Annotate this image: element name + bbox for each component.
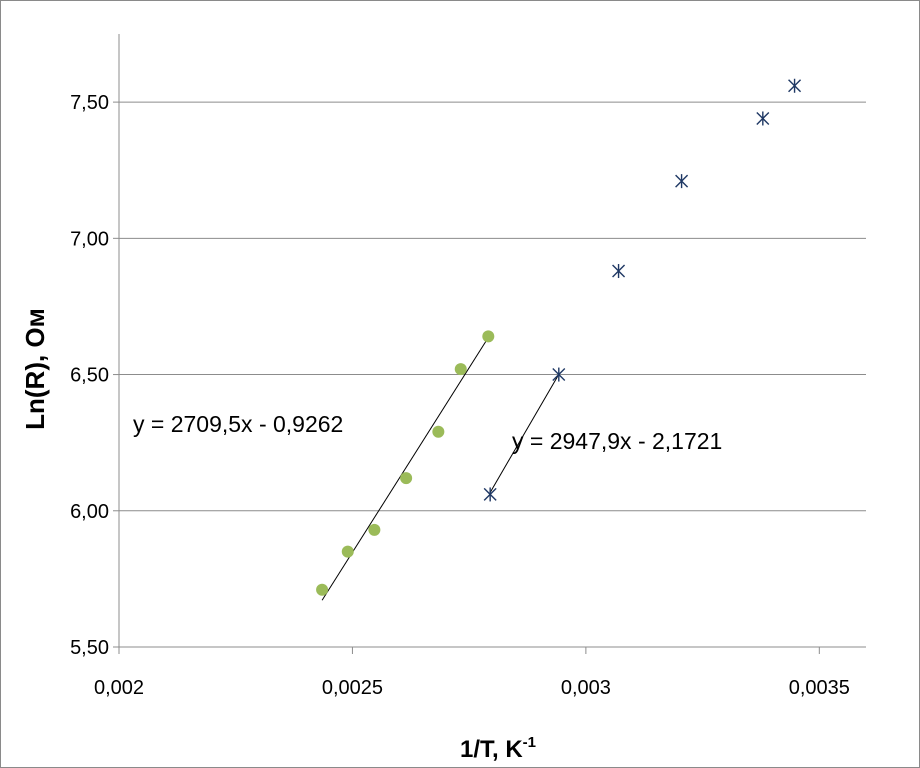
data-point (341, 545, 354, 558)
trendline (489, 374, 560, 493)
trendline-equation: y = 2709,5x - 0,9262 (133, 411, 343, 437)
equations: y = 2709,5x - 0,9262 y = 2947,9x - 2,1721 (133, 411, 722, 454)
x-tick-label: 0,003 (561, 677, 611, 699)
trendline (321, 337, 489, 601)
y-tick-label: 6,00 (70, 501, 109, 523)
data-point (788, 78, 802, 93)
data-point (552, 367, 566, 382)
data-point (612, 264, 626, 279)
axes (113, 34, 866, 654)
data-point (432, 425, 445, 438)
gridlines (119, 101, 866, 512)
x-tick-label: 0,0025 (322, 677, 383, 699)
trendline-equation: y = 2947,9x - 2,1721 (512, 428, 722, 454)
tick-labels: 5,50 6,00 6,50 7,00 7,50 0,002 0,0025 0,003 0,00… (70, 92, 850, 699)
y-tick-label: 6,50 (70, 365, 109, 387)
trendlines (321, 337, 560, 601)
x-tick-label: 0,002 (94, 677, 144, 699)
data-point (675, 174, 689, 189)
data-point (454, 363, 467, 376)
y-tick-label: 7,00 (70, 228, 109, 250)
data-point (482, 330, 495, 343)
y-tick-label: 5,50 (70, 637, 109, 659)
x-axis-title: 1/T, K-1 (460, 734, 536, 763)
data-point (483, 487, 497, 502)
y-axis-title: Ln(R), Ом (20, 308, 50, 430)
data-point (316, 583, 329, 596)
data-points (316, 78, 802, 596)
y-tick-label: 7,50 (70, 92, 109, 114)
x-tick-label: 0,0035 (789, 677, 850, 699)
data-point (400, 472, 413, 485)
data-point (368, 523, 381, 536)
data-point (756, 111, 770, 126)
